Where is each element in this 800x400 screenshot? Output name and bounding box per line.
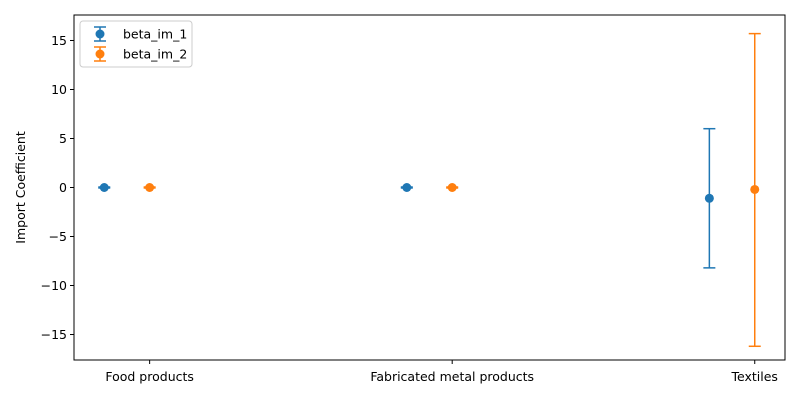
legend-label: beta_im_1 bbox=[123, 27, 187, 42]
legend-box bbox=[79, 20, 193, 68]
x-tick-label: Food products bbox=[105, 369, 194, 384]
series-beta_im_2 bbox=[143, 32, 761, 348]
data-point bbox=[99, 183, 109, 192]
chart-marks bbox=[98, 32, 761, 348]
x-axis: Food products Fabricated metal products Te… bbox=[105, 360, 778, 384]
legend-marker bbox=[95, 29, 105, 39]
y-tick-label: −5 bbox=[49, 229, 67, 244]
y-tick-label: 15 bbox=[51, 33, 67, 48]
legend-item: beta_im_2 bbox=[94, 46, 187, 62]
legend-item: beta_im_1 bbox=[94, 26, 187, 42]
legend-marker bbox=[95, 49, 105, 59]
y-tick-label: −15 bbox=[41, 327, 67, 342]
x-tick-label: Textiles bbox=[731, 369, 778, 384]
y-tick-label: 5 bbox=[59, 131, 67, 146]
legend-label: beta_im_2 bbox=[123, 47, 187, 62]
data-point bbox=[145, 183, 155, 192]
y-tick-label: −10 bbox=[41, 278, 67, 293]
legend: beta_im_1 beta_im_2 bbox=[79, 20, 193, 68]
series-beta_im_1 bbox=[98, 127, 716, 269]
data-point bbox=[447, 183, 457, 192]
y-axis: −15 −10 −5 0 5 10 15 bbox=[41, 33, 74, 342]
data-point bbox=[704, 193, 714, 203]
y-tick-label: 0 bbox=[59, 180, 67, 195]
y-tick-label: 10 bbox=[51, 82, 67, 97]
y-axis-label: Import Coefficient bbox=[13, 131, 28, 244]
data-point bbox=[402, 183, 412, 192]
data-point bbox=[750, 184, 760, 194]
x-tick-label: Fabricated metal products bbox=[370, 369, 534, 384]
